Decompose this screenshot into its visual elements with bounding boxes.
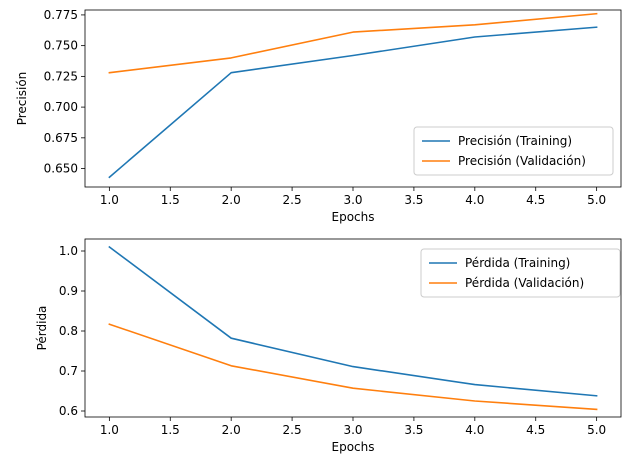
data-point [352, 387, 354, 389]
data-point [352, 366, 354, 368]
data-point [596, 409, 598, 411]
x-tick-label: 3.0 [343, 423, 362, 437]
series-line [108, 323, 598, 411]
chart-1: 1.0 1.5 2.0 2.5 3.0 3.5 4.0 4.5 5.0 0.650 0.675 0.7… [15, 8, 622, 224]
legend: Precisión (Training) Precisión (Validació… [413, 126, 614, 176]
data-point [596, 395, 598, 397]
legend-label: Precisión (Training) [458, 134, 572, 148]
data-point [474, 36, 476, 38]
data-point [352, 55, 354, 57]
y-tick-label: 0.6 [59, 404, 78, 418]
x-axis-label: Epochs [332, 440, 375, 454]
x-tick-label: 4.0 [465, 423, 484, 437]
y-tick-label: 0.8 [59, 324, 78, 338]
data-point [596, 26, 598, 28]
data-point [230, 365, 232, 367]
legend-box [420, 248, 621, 298]
x-tick-label: 4.0 [465, 193, 484, 207]
y-tick-label: 0.650 [44, 162, 78, 176]
x-tick-label: 4.5 [526, 193, 545, 207]
series-line [108, 12, 598, 74]
data-point [230, 72, 232, 74]
chart-2: 1.0 1.5 2.0 2.5 3.0 3.5 4.0 4.5 5.0 0.6 0.7 0.8 0.9 1… [35, 238, 622, 454]
data-point [352, 31, 354, 33]
x-tick-label: 1.0 [100, 193, 119, 207]
data-point [109, 246, 111, 248]
y-tick-label: 0.7 [59, 364, 78, 378]
legend: Pérdida (Training) Pérdida (Validación) [420, 248, 621, 298]
y-tick-label: 0.700 [44, 100, 78, 114]
axes-frame [84, 9, 622, 188]
x-tick-label: 3.5 [404, 423, 423, 437]
x-tick-label: 1.5 [161, 193, 180, 207]
y-tick-label: 1.0 [59, 244, 78, 258]
legend-label: Pérdida (Validación) [465, 276, 584, 290]
legend-label: Pérdida (Training) [465, 256, 570, 270]
x-tick-label: 1.0 [100, 423, 119, 437]
data-point [474, 24, 476, 26]
y-axis-label: Precisión [15, 72, 29, 126]
series-line [108, 26, 598, 179]
x-tick-label: 2.0 [222, 423, 241, 437]
data-point [230, 57, 232, 59]
y-tick-label: 0.750 [44, 39, 78, 53]
x-tick-label: 5.0 [587, 193, 606, 207]
y-tick-label: 0.725 [44, 69, 78, 83]
data-point [474, 384, 476, 386]
data-point [109, 72, 111, 74]
x-tick-label: 1.5 [161, 423, 180, 437]
data-point [596, 13, 598, 15]
y-tick-label: 0.9 [59, 284, 78, 298]
x-tick-label: 2.5 [283, 423, 302, 437]
data-point [230, 337, 232, 339]
x-tick-label: 3.0 [343, 193, 362, 207]
x-axis-label: Epochs [332, 210, 375, 224]
legend-box [413, 126, 614, 176]
x-tick-label: 4.5 [526, 423, 545, 437]
data-point [474, 400, 476, 402]
y-axis-label: Pérdida [35, 306, 49, 351]
x-tick-label: 2.5 [283, 193, 302, 207]
data-point [109, 176, 111, 178]
axes-frame [84, 238, 622, 418]
data-point [109, 323, 111, 325]
series-line [108, 245, 598, 397]
x-tick-label: 5.0 [587, 423, 606, 437]
x-tick-label: 2.0 [222, 193, 241, 207]
y-tick-label: 0.775 [44, 8, 78, 22]
x-tick-label: 3.5 [404, 193, 423, 207]
legend-label: Precisión (Validación) [458, 154, 586, 168]
y-tick-label: 0.675 [44, 131, 78, 145]
